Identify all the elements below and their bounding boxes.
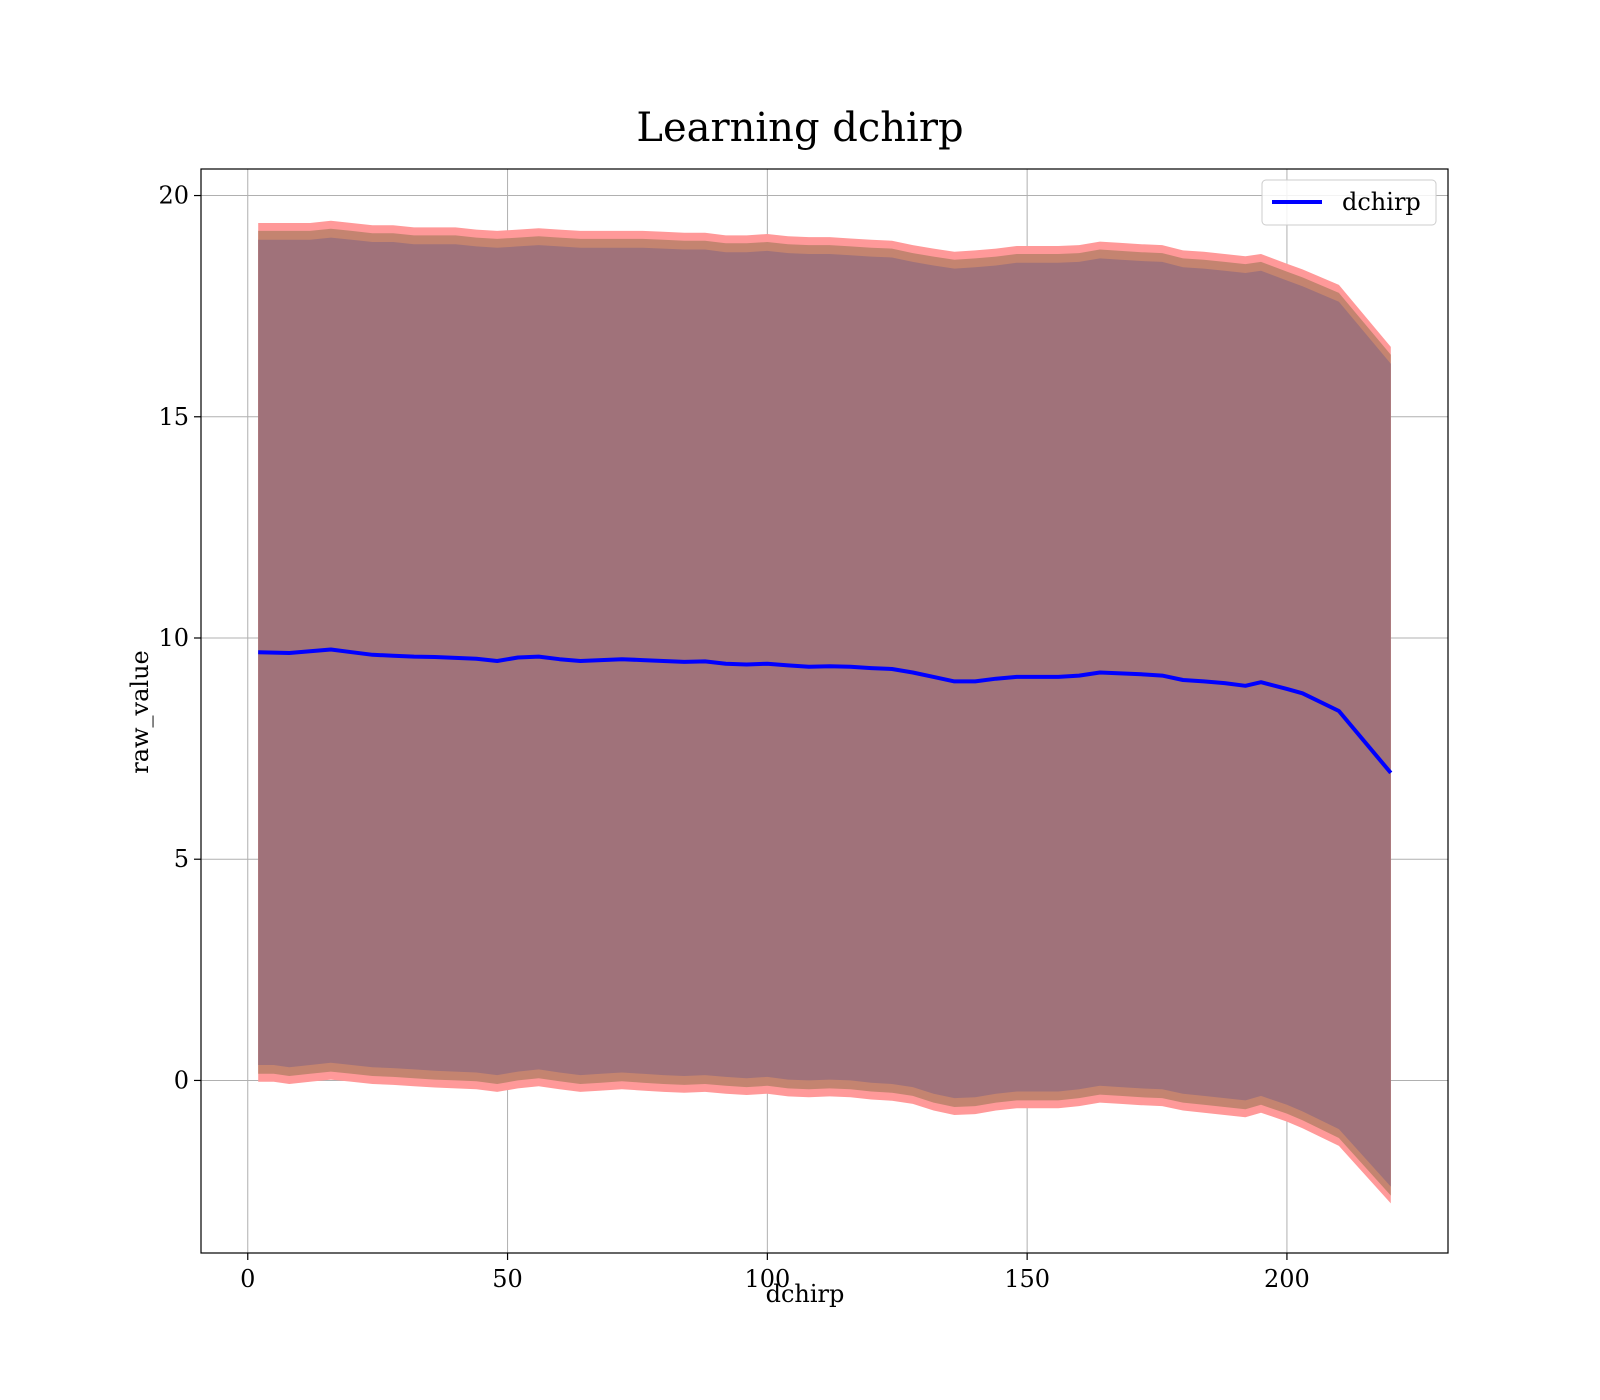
inner-band-area: [258, 237, 1391, 1187]
y-axis-ticks: 0 5 10 15 20: [158, 182, 201, 1094]
y-tick-label: 5: [174, 845, 189, 873]
confidence-bands: [258, 220, 1391, 1204]
x-tick-label: 150: [1004, 1265, 1050, 1293]
legend-box: [1261, 179, 1437, 226]
plot-area: 0 50 100 150 200 0 5 10 15 20: [158, 168, 1449, 1293]
x-tick-label: 0: [240, 1265, 255, 1293]
y-tick-label: 0: [174, 1066, 189, 1094]
y-tick-label: 20: [158, 182, 189, 210]
y-tick-label: 15: [158, 403, 189, 431]
y-tick-label: 10: [158, 624, 189, 652]
x-tick-label: 200: [1264, 1265, 1310, 1293]
series-lines: [258, 647, 1393, 775]
x-tick-label: 100: [744, 1265, 790, 1293]
series-line-dchirp: [258, 647, 1393, 775]
y-axis-label: raw_value: [126, 650, 154, 774]
legend: dchirp: [1261, 179, 1437, 226]
x-axis-ticks: 0 50 100 150 200: [240, 1253, 1310, 1293]
chart-title: Learning dchirp: [636, 105, 963, 151]
legend-label-dchirp: dchirp: [1342, 188, 1421, 216]
x-axis-label: dchirp: [766, 1280, 845, 1308]
x-tick-label: 50: [492, 1265, 523, 1293]
axes-frame: [200, 168, 1449, 1254]
